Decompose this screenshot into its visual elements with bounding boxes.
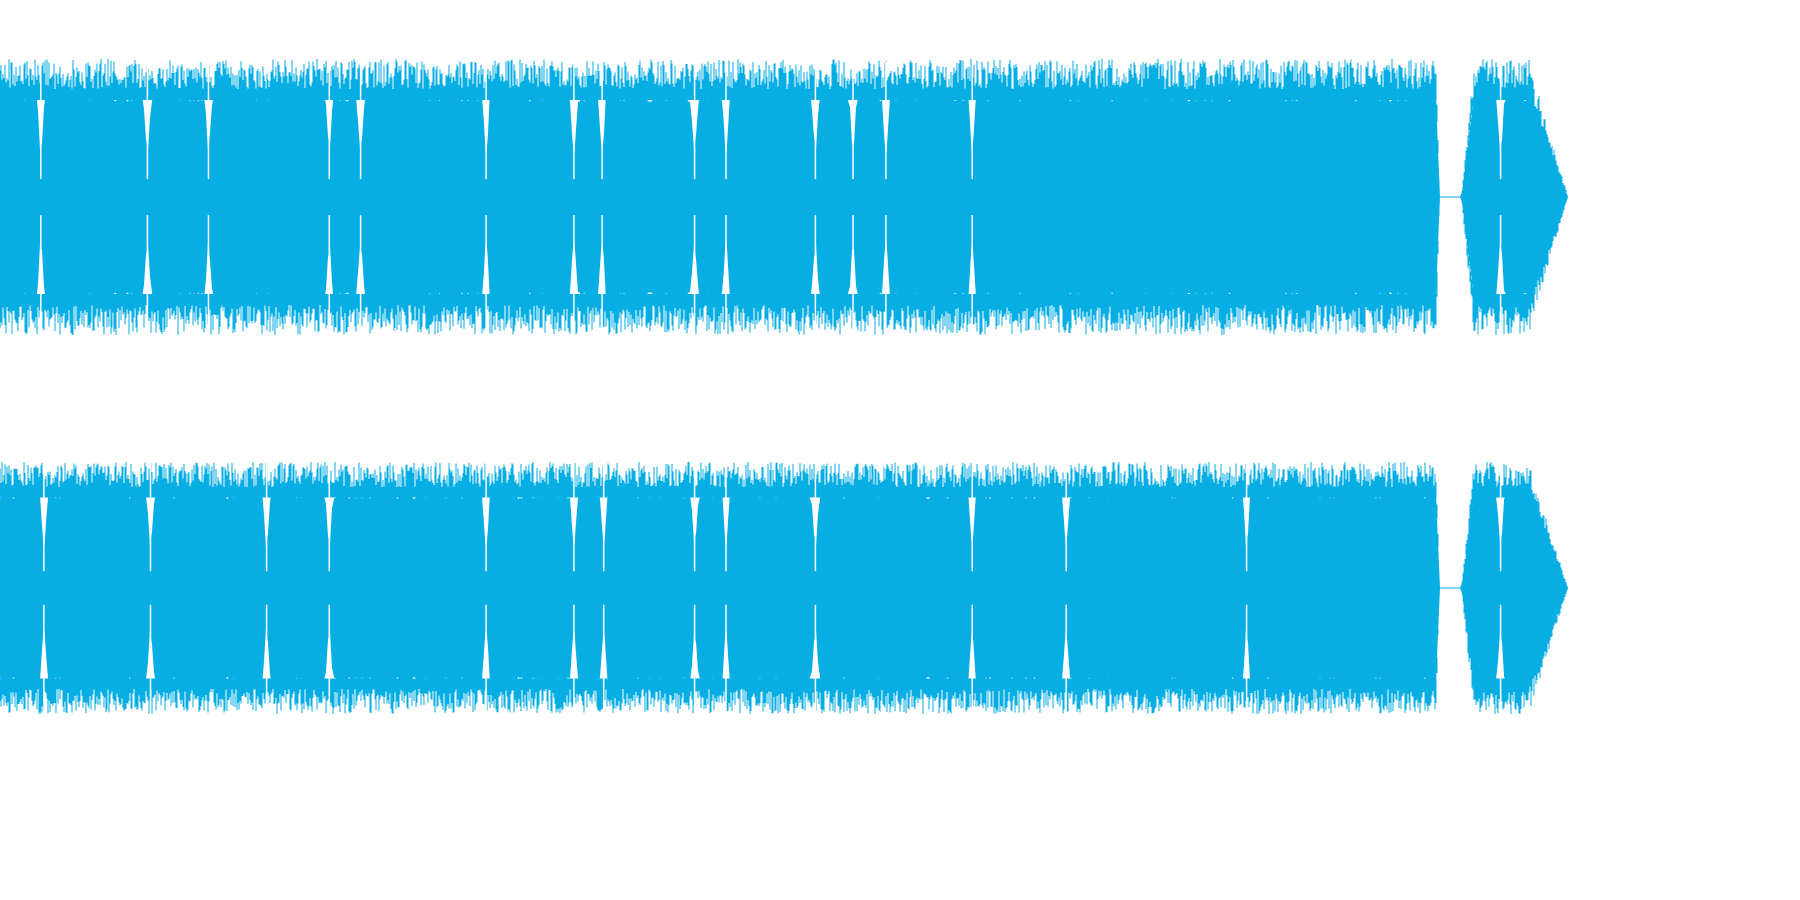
waveform-body — [0, 89, 1568, 305]
waveform-peaks — [0, 462, 1568, 714]
waveform-channel-left[interactable] — [0, 59, 1568, 335]
waveform-channel-right[interactable] — [0, 462, 1568, 714]
waveform-body — [0, 487, 1568, 689]
waveform-peaks — [0, 59, 1568, 335]
